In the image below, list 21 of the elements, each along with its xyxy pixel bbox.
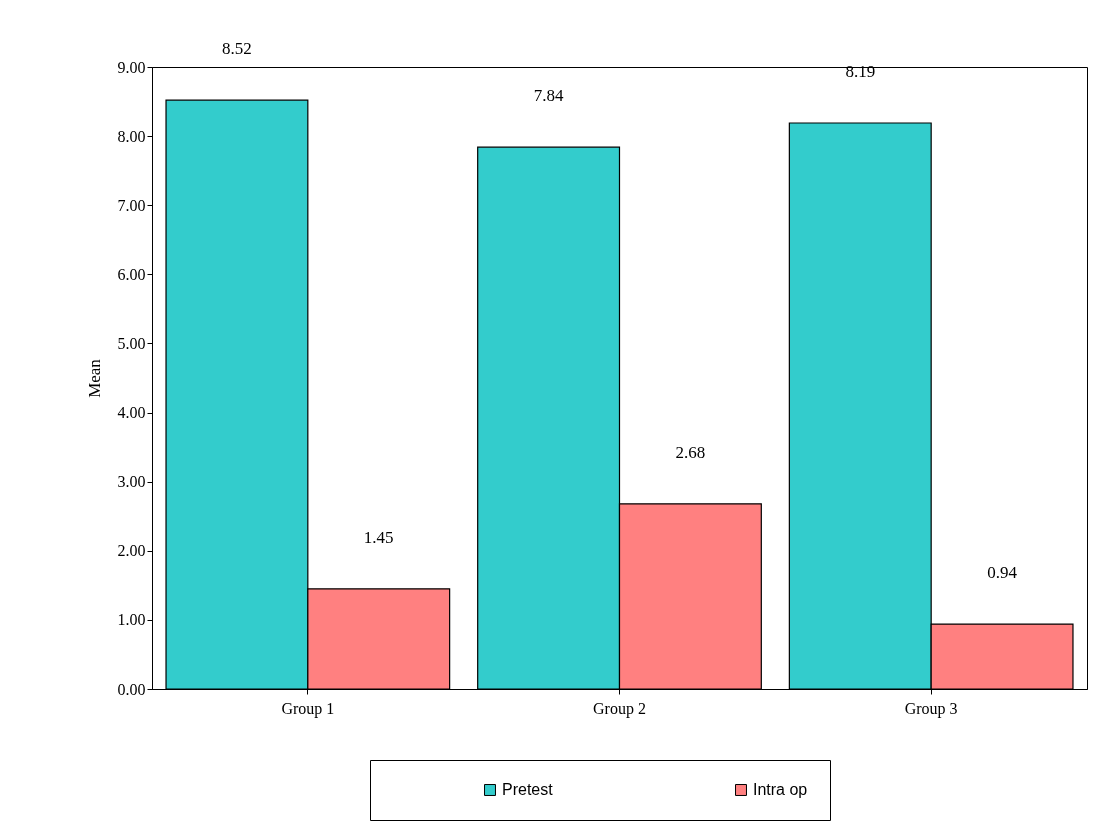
y-tick-label: 9.00 <box>117 58 146 76</box>
y-tick-label: 3.00 <box>117 473 146 491</box>
data-label: 0.94 <box>987 563 1018 583</box>
y-tick-label: 1.00 <box>117 611 146 629</box>
x-tick-label: Group 2 <box>593 699 646 718</box>
y-tick-label: 6.00 <box>117 265 146 283</box>
y-tick-label: 8.00 <box>117 127 146 145</box>
data-label: 8.52 <box>222 39 252 59</box>
data-label: 2.68 <box>675 442 706 462</box>
y-tick-label: 7.00 <box>117 196 146 214</box>
x-tick-label: Group 1 <box>281 699 335 718</box>
data-label: 7.84 <box>533 86 564 106</box>
y-tick-label: 4.00 <box>117 404 146 422</box>
x-tick-label: Group 3 <box>904 699 958 718</box>
y-axis-title: Mean <box>84 358 104 398</box>
y-tick-label: 5.00 <box>117 334 146 352</box>
y-tick-label: 0.00 <box>117 680 146 698</box>
data-label: 1.45 <box>363 527 394 547</box>
legend-label: Pretest <box>502 781 554 798</box>
legend-label: Intra op <box>753 781 808 798</box>
y-tick-label: 2.00 <box>117 542 146 560</box>
